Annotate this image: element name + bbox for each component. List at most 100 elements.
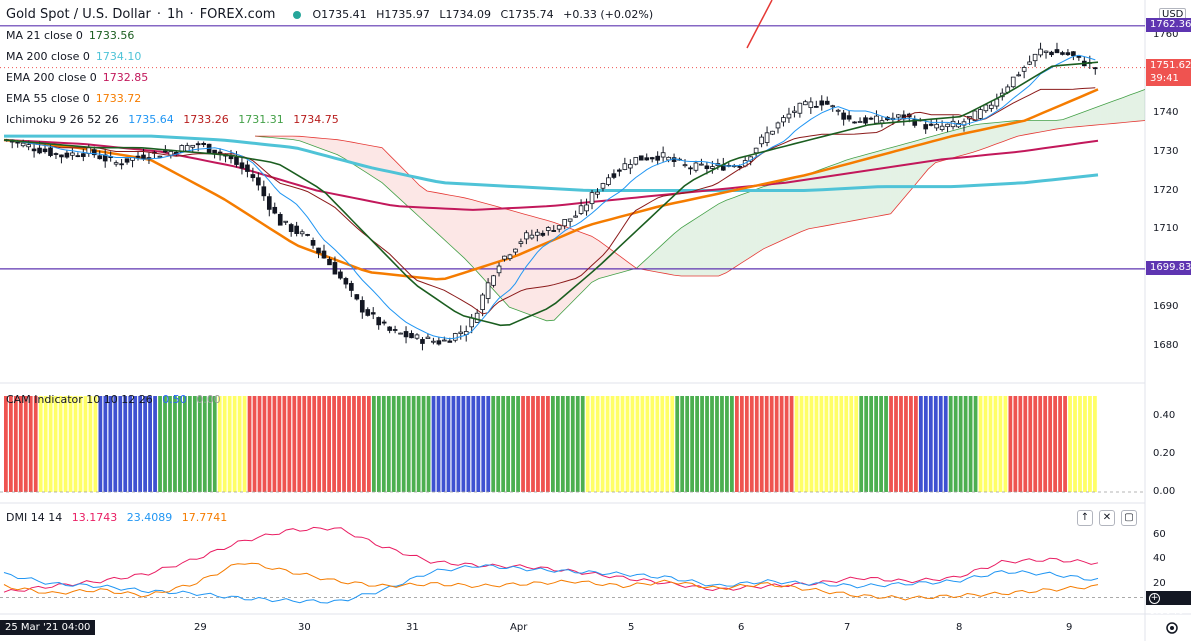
senkou-span-a-line[interactable] [254, 89, 1146, 322]
candle-body[interactable] [529, 234, 535, 239]
close-pane-button[interactable]: ✕ [1099, 510, 1115, 526]
candle-body[interactable] [321, 250, 327, 259]
candle-body[interactable] [81, 153, 86, 157]
candle-body[interactable] [359, 300, 365, 313]
candle-body[interactable] [179, 145, 185, 153]
candle-body[interactable] [956, 122, 961, 128]
candle-body[interactable] [141, 154, 146, 160]
candle-body[interactable] [485, 282, 491, 299]
candle-body[interactable] [846, 115, 852, 120]
candle-body[interactable] [863, 117, 868, 124]
candle-body[interactable] [699, 163, 704, 166]
candle-body[interactable] [42, 148, 48, 153]
candle-body[interactable] [584, 204, 589, 212]
candle-body[interactable] [425, 336, 431, 339]
ichimoku-legend[interactable]: Ichimoku 9 26 52 26 1735.64 1733.26 1731… [6, 112, 345, 128]
candle-body[interactable] [403, 331, 409, 338]
candle-body[interactable] [370, 312, 376, 315]
candle-body[interactable] [556, 225, 562, 230]
candle-body[interactable] [983, 104, 989, 112]
candle-body[interactable] [792, 110, 797, 113]
candle-body[interactable] [59, 154, 64, 158]
candle-body[interactable] [786, 113, 792, 119]
candle-body[interactable] [332, 262, 338, 275]
candle-body[interactable] [704, 165, 710, 170]
candle-body[interactable] [978, 109, 983, 119]
settings-icon[interactable] [1163, 619, 1181, 637]
ema200-legend[interactable]: EMA 200 close 0 1732.85 [6, 70, 154, 86]
candle-body[interactable] [409, 333, 414, 339]
candle-body[interactable] [945, 123, 950, 128]
candle-body[interactable] [1054, 49, 1060, 54]
candle-body[interactable] [781, 117, 786, 123]
candle-body[interactable] [26, 144, 31, 148]
candle-body[interactable] [578, 205, 584, 214]
candle-body[interactable] [775, 122, 781, 129]
candle-body[interactable] [272, 206, 278, 214]
candle-body[interactable] [912, 119, 918, 126]
candle-body[interactable] [989, 104, 994, 109]
candle-body[interactable] [190, 144, 196, 148]
candle-body[interactable] [157, 155, 163, 158]
candle-body[interactable] [245, 164, 250, 172]
candle-body[interactable] [934, 123, 939, 129]
senkou-span-b-line[interactable] [255, 120, 1146, 277]
candle-body[interactable] [857, 121, 863, 123]
candle-body[interactable] [835, 109, 841, 112]
candle-body[interactable] [70, 152, 75, 156]
ma21-legend[interactable]: MA 21 close 0 1733.56 [6, 28, 140, 44]
candle-body[interactable] [15, 141, 20, 144]
candle-body[interactable] [452, 333, 458, 341]
candle-body[interactable] [693, 162, 699, 171]
candle-body[interactable] [770, 130, 775, 135]
ma200-legend[interactable]: MA 200 close 0 1734.10 [6, 49, 147, 65]
cam-legend[interactable]: CAM Indicator 10 10 12 26 0.50 0.00 [6, 392, 227, 408]
candle-body[interactable] [928, 123, 934, 126]
candle-body[interactable] [277, 213, 283, 226]
candle-body[interactable] [513, 248, 518, 253]
candle-body[interactable] [447, 340, 453, 343]
candle-body[interactable] [310, 240, 316, 246]
candle-body[interactable] [239, 162, 245, 169]
candle-body[interactable] [600, 183, 606, 189]
candle-body[interactable] [53, 153, 59, 155]
candle-body[interactable] [195, 143, 201, 146]
candle-body[interactable] [737, 165, 743, 168]
maximize-pane-button[interactable]: ▢ [1121, 510, 1137, 526]
candle-body[interactable] [655, 155, 660, 161]
ema200-line[interactable] [3, 139, 1099, 211]
candle-body[interactable] [261, 186, 267, 197]
candle-body[interactable] [710, 166, 715, 169]
candle-body[interactable] [349, 283, 354, 291]
candle-body[interactable] [469, 317, 474, 328]
candle-body[interactable] [589, 192, 595, 205]
candle-body[interactable] [228, 155, 234, 160]
candle-body[interactable] [524, 232, 529, 240]
candle-body[interactable] [414, 334, 420, 339]
candle-body[interactable] [896, 114, 901, 118]
candle-body[interactable] [442, 339, 447, 342]
candle-body[interactable] [288, 224, 294, 232]
candle-body[interactable] [184, 145, 190, 152]
candle-body[interactable] [660, 152, 666, 158]
candle-body[interactable] [20, 142, 26, 147]
candle-body[interactable] [633, 157, 639, 165]
candle-body[interactable] [48, 147, 53, 156]
candle-body[interactable] [299, 231, 305, 235]
candle-body[interactable] [392, 329, 398, 331]
candle-body[interactable] [91, 149, 97, 156]
ma21-line[interactable] [3, 61, 1099, 327]
candle-body[interactable] [343, 278, 349, 285]
candle-body[interactable] [234, 156, 239, 165]
candle-body[interactable] [753, 147, 759, 154]
dmi-series-3[interactable] [3, 562, 1099, 601]
candle-body[interactable] [797, 102, 803, 114]
candle-body[interactable] [37, 147, 42, 154]
candle-body[interactable] [474, 312, 480, 323]
candle-body[interactable] [923, 124, 929, 130]
dmi-series-1[interactable] [3, 526, 1099, 593]
candle-body[interactable] [31, 148, 37, 152]
candle-body[interactable] [808, 101, 814, 108]
candle-body[interactable] [622, 163, 628, 170]
